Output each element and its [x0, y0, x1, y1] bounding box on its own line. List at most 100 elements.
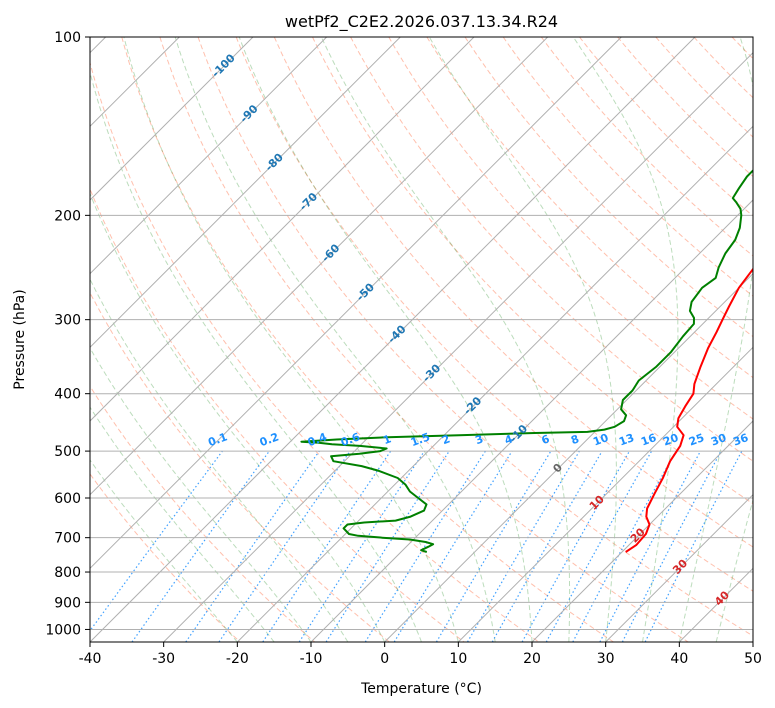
isotherm-line	[678, 567, 753, 642]
y-tick-label: 300	[54, 313, 81, 329]
grid-lines	[90, 37, 753, 630]
mixing-ratio-line	[218, 450, 351, 642]
mixing-ratio-label: 4	[503, 432, 515, 447]
y-tick-label: 400	[54, 387, 81, 403]
moist-adiabat-line	[90, 459, 238, 642]
y-axis: 100 200 300 400 500 600 700 800 900 1000	[45, 30, 90, 638]
isotherm-line	[90, 37, 254, 201]
moist-adiabat-line	[572, 37, 679, 642]
dry-adiabat-line	[121, 37, 614, 642]
isotherm-line	[90, 37, 328, 275]
isotherm-line	[605, 493, 753, 642]
mixing-ratio-label: 25	[687, 431, 706, 448]
dry-adiabat-line	[655, 37, 753, 138]
chart-title: wetPf2_C2E2.2026.037.13.34.R24	[285, 12, 558, 32]
moist-adiabat-line	[715, 497, 753, 642]
dry-adiabat-line	[426, 37, 753, 379]
mixing-ratio-line	[572, 450, 677, 642]
mixing-ratio-label: 13	[617, 431, 636, 448]
isotherm-label: 10	[587, 493, 607, 513]
moist-adiabat-line	[90, 406, 275, 642]
y-tick-label: 900	[54, 595, 81, 611]
mixing-ratio-line	[393, 450, 513, 642]
mixing-ratio-label: 0.4	[306, 430, 329, 449]
isotherm-line	[310, 199, 753, 642]
dry-adiabat-line	[90, 291, 390, 642]
isotherm-line	[384, 272, 753, 642]
mixing-ratio-line	[262, 450, 392, 642]
mixing-ratio-line	[545, 450, 653, 642]
x-tick-label: 20	[523, 651, 541, 667]
moist-adiabat-line	[174, 37, 496, 642]
mixing-ratio-label: 36	[731, 431, 750, 449]
y-tick-label: 700	[54, 531, 81, 547]
mixing-ratio-label: 30	[709, 431, 728, 449]
mixing-ratio-line	[131, 450, 270, 642]
dry-adiabat-line	[312, 37, 753, 505]
dry-adiabat-line	[693, 37, 753, 99]
y-tick-label: 600	[54, 491, 81, 507]
mixing-ratio-line	[521, 450, 631, 642]
moist-adiabat-line	[320, 37, 571, 642]
plot-frame	[89, 36, 754, 643]
dry-adiabat-line	[90, 385, 316, 642]
mixing-ratio-label: 0.6	[339, 430, 362, 449]
dry-adiabat-line	[159, 37, 689, 642]
mixing-ratio-line	[466, 450, 580, 642]
isotherm-line	[531, 420, 753, 642]
mixing-ratio-label: 0.1	[206, 430, 229, 449]
isotherm-line	[90, 37, 475, 422]
isotherm-line	[90, 37, 696, 642]
moist-adiabat-line	[90, 70, 422, 642]
dry-adiabat-line	[617, 37, 753, 178]
mixing-ratio-line	[364, 450, 486, 642]
mixing-ratio-line	[90, 450, 223, 632]
x-tick-label: -40	[79, 651, 102, 667]
x-tick-label: 30	[597, 651, 615, 667]
dry-adiabat-line	[90, 473, 241, 642]
y-tick-label: 500	[54, 444, 81, 460]
isotherm-line	[163, 51, 753, 642]
moist-adiabat-line	[238, 37, 533, 642]
mixing-ratio-label: 20	[661, 431, 680, 449]
temperature-profile-line	[625, 267, 753, 553]
x-tick-label: -30	[152, 651, 175, 667]
mixing-ratio-label: 0.2	[258, 430, 281, 449]
mixing-ratio-line	[621, 450, 722, 642]
mixing-ratio-label: 3	[473, 432, 485, 447]
y-axis-label: Pressure (hPa)	[12, 289, 28, 389]
mixing-ratio-line	[185, 450, 320, 642]
y-tick-label: 1000	[45, 622, 81, 638]
dewpoint-profile-line	[300, 169, 753, 553]
mixing-ratio-label: 1	[381, 432, 393, 447]
dry-adiabat-line	[388, 37, 753, 420]
y-tick-label: 100	[54, 30, 81, 46]
moist-adiabat-line	[678, 37, 753, 642]
x-tick-label: 40	[670, 651, 688, 667]
dry-adiabat-line	[502, 37, 753, 297]
x-axis: -40 -30 -20 -10 0 10 20 30 40 50	[79, 642, 762, 667]
background-lines	[90, 37, 753, 642]
mixing-ratio-label: 6	[540, 432, 552, 447]
dry-adiabat-line	[90, 187, 465, 642]
y-tick-label: 800	[54, 565, 81, 581]
line-labels: -100-90-80-70-60-50-40-30-20-10010203040…	[206, 51, 750, 608]
x-tick-label: 10	[449, 651, 467, 667]
mixing-ratio-label: 8	[569, 432, 581, 447]
mixing-ratio-label: 10	[591, 431, 610, 449]
series-lines	[300, 169, 753, 553]
y-tick-label: 200	[54, 208, 81, 224]
x-tick-label: 50	[744, 651, 762, 667]
dry-adiabat-line	[273, 37, 753, 548]
isotherm-line	[90, 37, 622, 570]
isotherm-line	[90, 37, 401, 349]
mixing-ratio-line	[644, 450, 743, 642]
mixing-ratio-line	[325, 450, 450, 642]
mixing-ratio-label: 1.5	[409, 430, 432, 449]
mixing-ratio-line	[435, 450, 552, 642]
moist-adiabat-line	[123, 37, 459, 642]
x-axis-label: Temperature (°C)	[360, 681, 482, 697]
isotherm-line	[752, 641, 753, 642]
dry-adiabat-line	[464, 37, 753, 338]
